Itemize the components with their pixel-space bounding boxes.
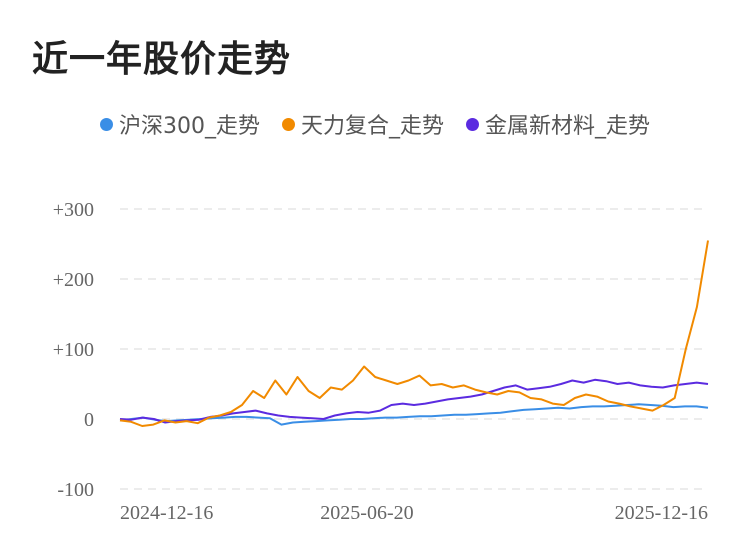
legend-label-tianli: 天力复合_走势 [300, 114, 444, 139]
legend-item-hs300[interactable]: 沪深300_走势 [99, 108, 260, 140]
legend-item-jinshu[interactable]: 金属新材料_走势 [466, 108, 650, 140]
legend-item-tianli[interactable]: 天力复合_走势 [281, 108, 444, 140]
x-tick-label: 2025-12-16 [615, 502, 708, 524]
series-line-hs300 [119, 403, 709, 426]
y-tick-label: -100 [57, 479, 94, 501]
chart-legend: 沪深300_走势 天力复合_走势 金属新材料_走势 [0, 108, 750, 140]
y-tick-label: +100 [53, 339, 94, 361]
y-tick-label: 0 [84, 409, 94, 431]
legend-dot-hs300 [99, 117, 113, 131]
y-tick-label: +300 [53, 199, 94, 221]
chart-title: 近一年股价走势 [32, 39, 292, 80]
legend-label-jinshu: 金属新材料_走势 [485, 114, 651, 139]
legend-dot-tianli [281, 117, 295, 131]
y-tick-label: +200 [53, 269, 94, 291]
x-tick-label: 2025-06-20 [320, 502, 413, 524]
series-line-tianli [119, 240, 709, 427]
x-tick-label: 2024-12-16 [120, 502, 213, 524]
legend-label-hs300: 沪深300_走势 [118, 114, 260, 139]
legend-dot-jinshu [466, 117, 479, 131]
